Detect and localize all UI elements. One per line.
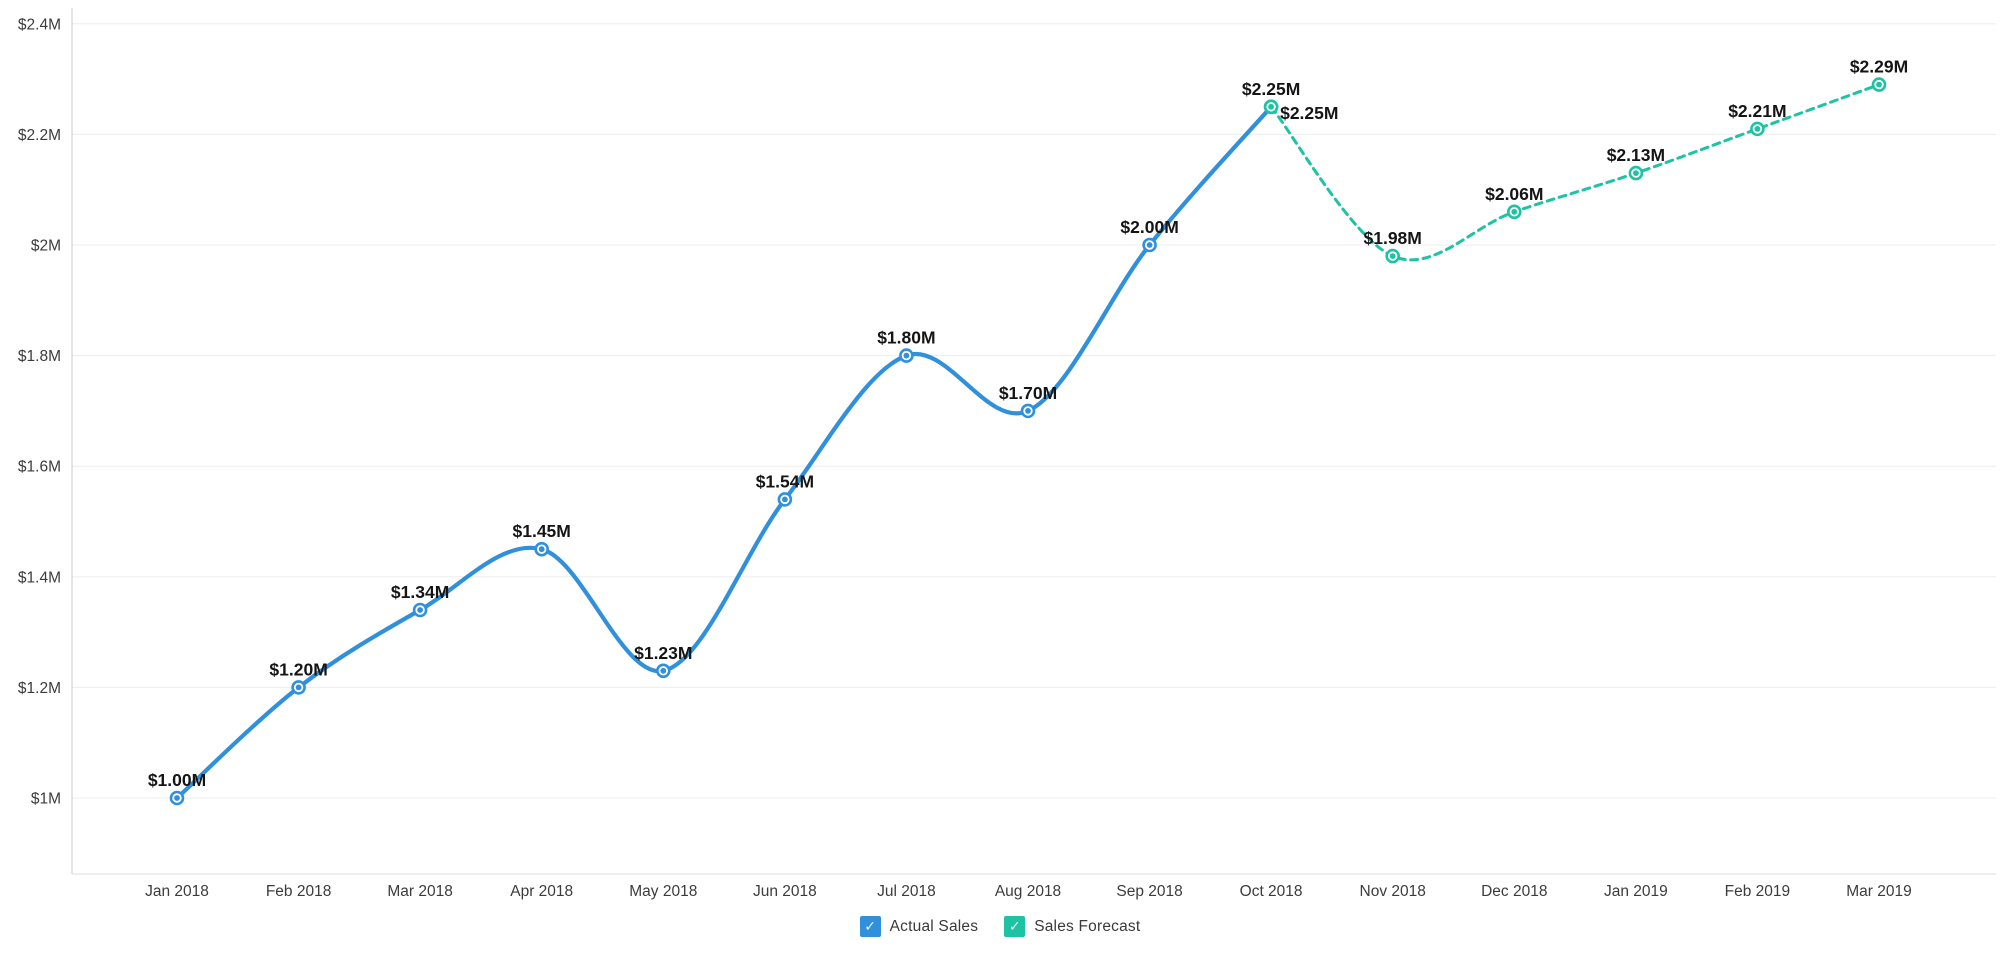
checkmark-icon: ✓: [864, 917, 876, 934]
x-axis-tick-label: Mar 2019: [1846, 883, 1911, 900]
data-point-label-sales-forecast: $1.98M: [1364, 228, 1422, 248]
data-point-dot-sales-forecast: [1268, 103, 1274, 110]
data-point-label-actual-sales: $1.34M: [391, 582, 449, 602]
data-point-dot-actual-sales: [1025, 408, 1031, 414]
data-point-dot-sales-forecast: [1754, 125, 1761, 132]
data-point-label-sales-forecast: $2.29M: [1850, 57, 1908, 77]
data-point-label-actual-sales: $1.00M: [148, 770, 206, 790]
legend-label-sales-forecast: Sales Forecast: [1034, 917, 1141, 935]
data-point-label-actual-sales: $1.54M: [756, 471, 814, 491]
data-point-label-sales-forecast: $2.06M: [1485, 184, 1543, 204]
data-point-label-actual-sales: $1.23M: [634, 643, 692, 663]
x-axis-tick-label: Sep 2018: [1116, 883, 1182, 900]
data-point-dot-actual-sales: [295, 684, 302, 691]
data-point-label-actual-sales: $1.20M: [269, 659, 327, 679]
legend-label-actual-sales: Actual Sales: [889, 917, 979, 935]
x-axis-tick-label: Jun 2018: [753, 883, 817, 900]
x-axis-tick-label: Aug 2018: [995, 883, 1061, 900]
x-axis-tick-label: Dec 2018: [1481, 883, 1547, 900]
data-point-dot-actual-sales: [538, 546, 545, 553]
x-axis-tick-label: Apr 2018: [510, 883, 573, 900]
data-point-label-sales-forecast: $2.25M: [1280, 103, 1338, 123]
x-axis-tick-label: Jan 2018: [145, 883, 209, 900]
y-axis-tick-label: $1M: [31, 791, 61, 808]
checkmark-icon: ✓: [1008, 917, 1021, 934]
legend-checkbox-actual-sales[interactable]: ✓: [859, 916, 881, 937]
data-point-label-sales-forecast: $2.13M: [1607, 145, 1665, 165]
y-axis-tick-label: $1.6M: [18, 459, 61, 476]
series-line-sales-forecast: [1269, 83, 1881, 262]
data-point-label-actual-sales: $2.00M: [1120, 217, 1178, 237]
x-axis-tick-label: Feb 2018: [266, 883, 332, 900]
chart-legend: ✓ Actual Sales ✓ Sales Forecast: [0, 916, 2000, 937]
y-axis-tick-label: $1.8M: [18, 348, 61, 365]
x-axis-tick-label: Jan 2019: [1604, 883, 1668, 900]
x-axis-tick-label: Nov 2018: [1360, 883, 1426, 900]
x-axis-tick-label: Feb 2019: [1725, 883, 1791, 900]
data-point-dot-sales-forecast: [1389, 253, 1396, 259]
data-point-label-actual-sales: $2.25M: [1242, 79, 1300, 99]
legend-checkbox-sales-forecast[interactable]: ✓: [1004, 916, 1026, 937]
data-point-dot-actual-sales: [417, 607, 423, 613]
data-point-label-actual-sales: $1.80M: [877, 328, 935, 348]
legend-item-actual-sales[interactable]: ✓ Actual Sales: [859, 916, 979, 937]
legend-item-sales-forecast[interactable]: ✓ Sales Forecast: [1004, 916, 1140, 937]
data-point-dot-sales-forecast: [1511, 208, 1518, 215]
data-point-dot-sales-forecast: [1633, 170, 1639, 177]
data-point-dot-actual-sales: [174, 795, 180, 801]
data-point-label-actual-sales: $1.45M: [513, 521, 571, 541]
x-axis-tick-label: May 2018: [629, 883, 697, 900]
x-axis-tick-label: Mar 2018: [387, 883, 452, 900]
series-line-actual-sales: [174, 104, 1274, 801]
data-point-label-actual-sales: $1.70M: [999, 383, 1057, 403]
data-point-dot-actual-sales: [660, 667, 667, 674]
x-axis-tick-label: Oct 2018: [1240, 883, 1303, 900]
y-axis-tick-label: $2.2M: [18, 127, 61, 144]
data-point-dot-sales-forecast: [1876, 81, 1882, 88]
data-point-dot-actual-sales: [903, 352, 910, 359]
data-point-dot-actual-sales: [782, 496, 788, 503]
data-point-dot-actual-sales: [1146, 242, 1153, 248]
y-axis-tick-label: $2.4M: [18, 16, 61, 33]
y-axis-tick-label: $2M: [31, 238, 61, 255]
x-axis-tick-label: Jul 2018: [877, 883, 936, 900]
y-axis-tick-label: $1.4M: [18, 569, 61, 586]
data-point-label-sales-forecast: $2.21M: [1728, 101, 1786, 121]
y-axis-tick-label: $1.2M: [18, 680, 61, 697]
